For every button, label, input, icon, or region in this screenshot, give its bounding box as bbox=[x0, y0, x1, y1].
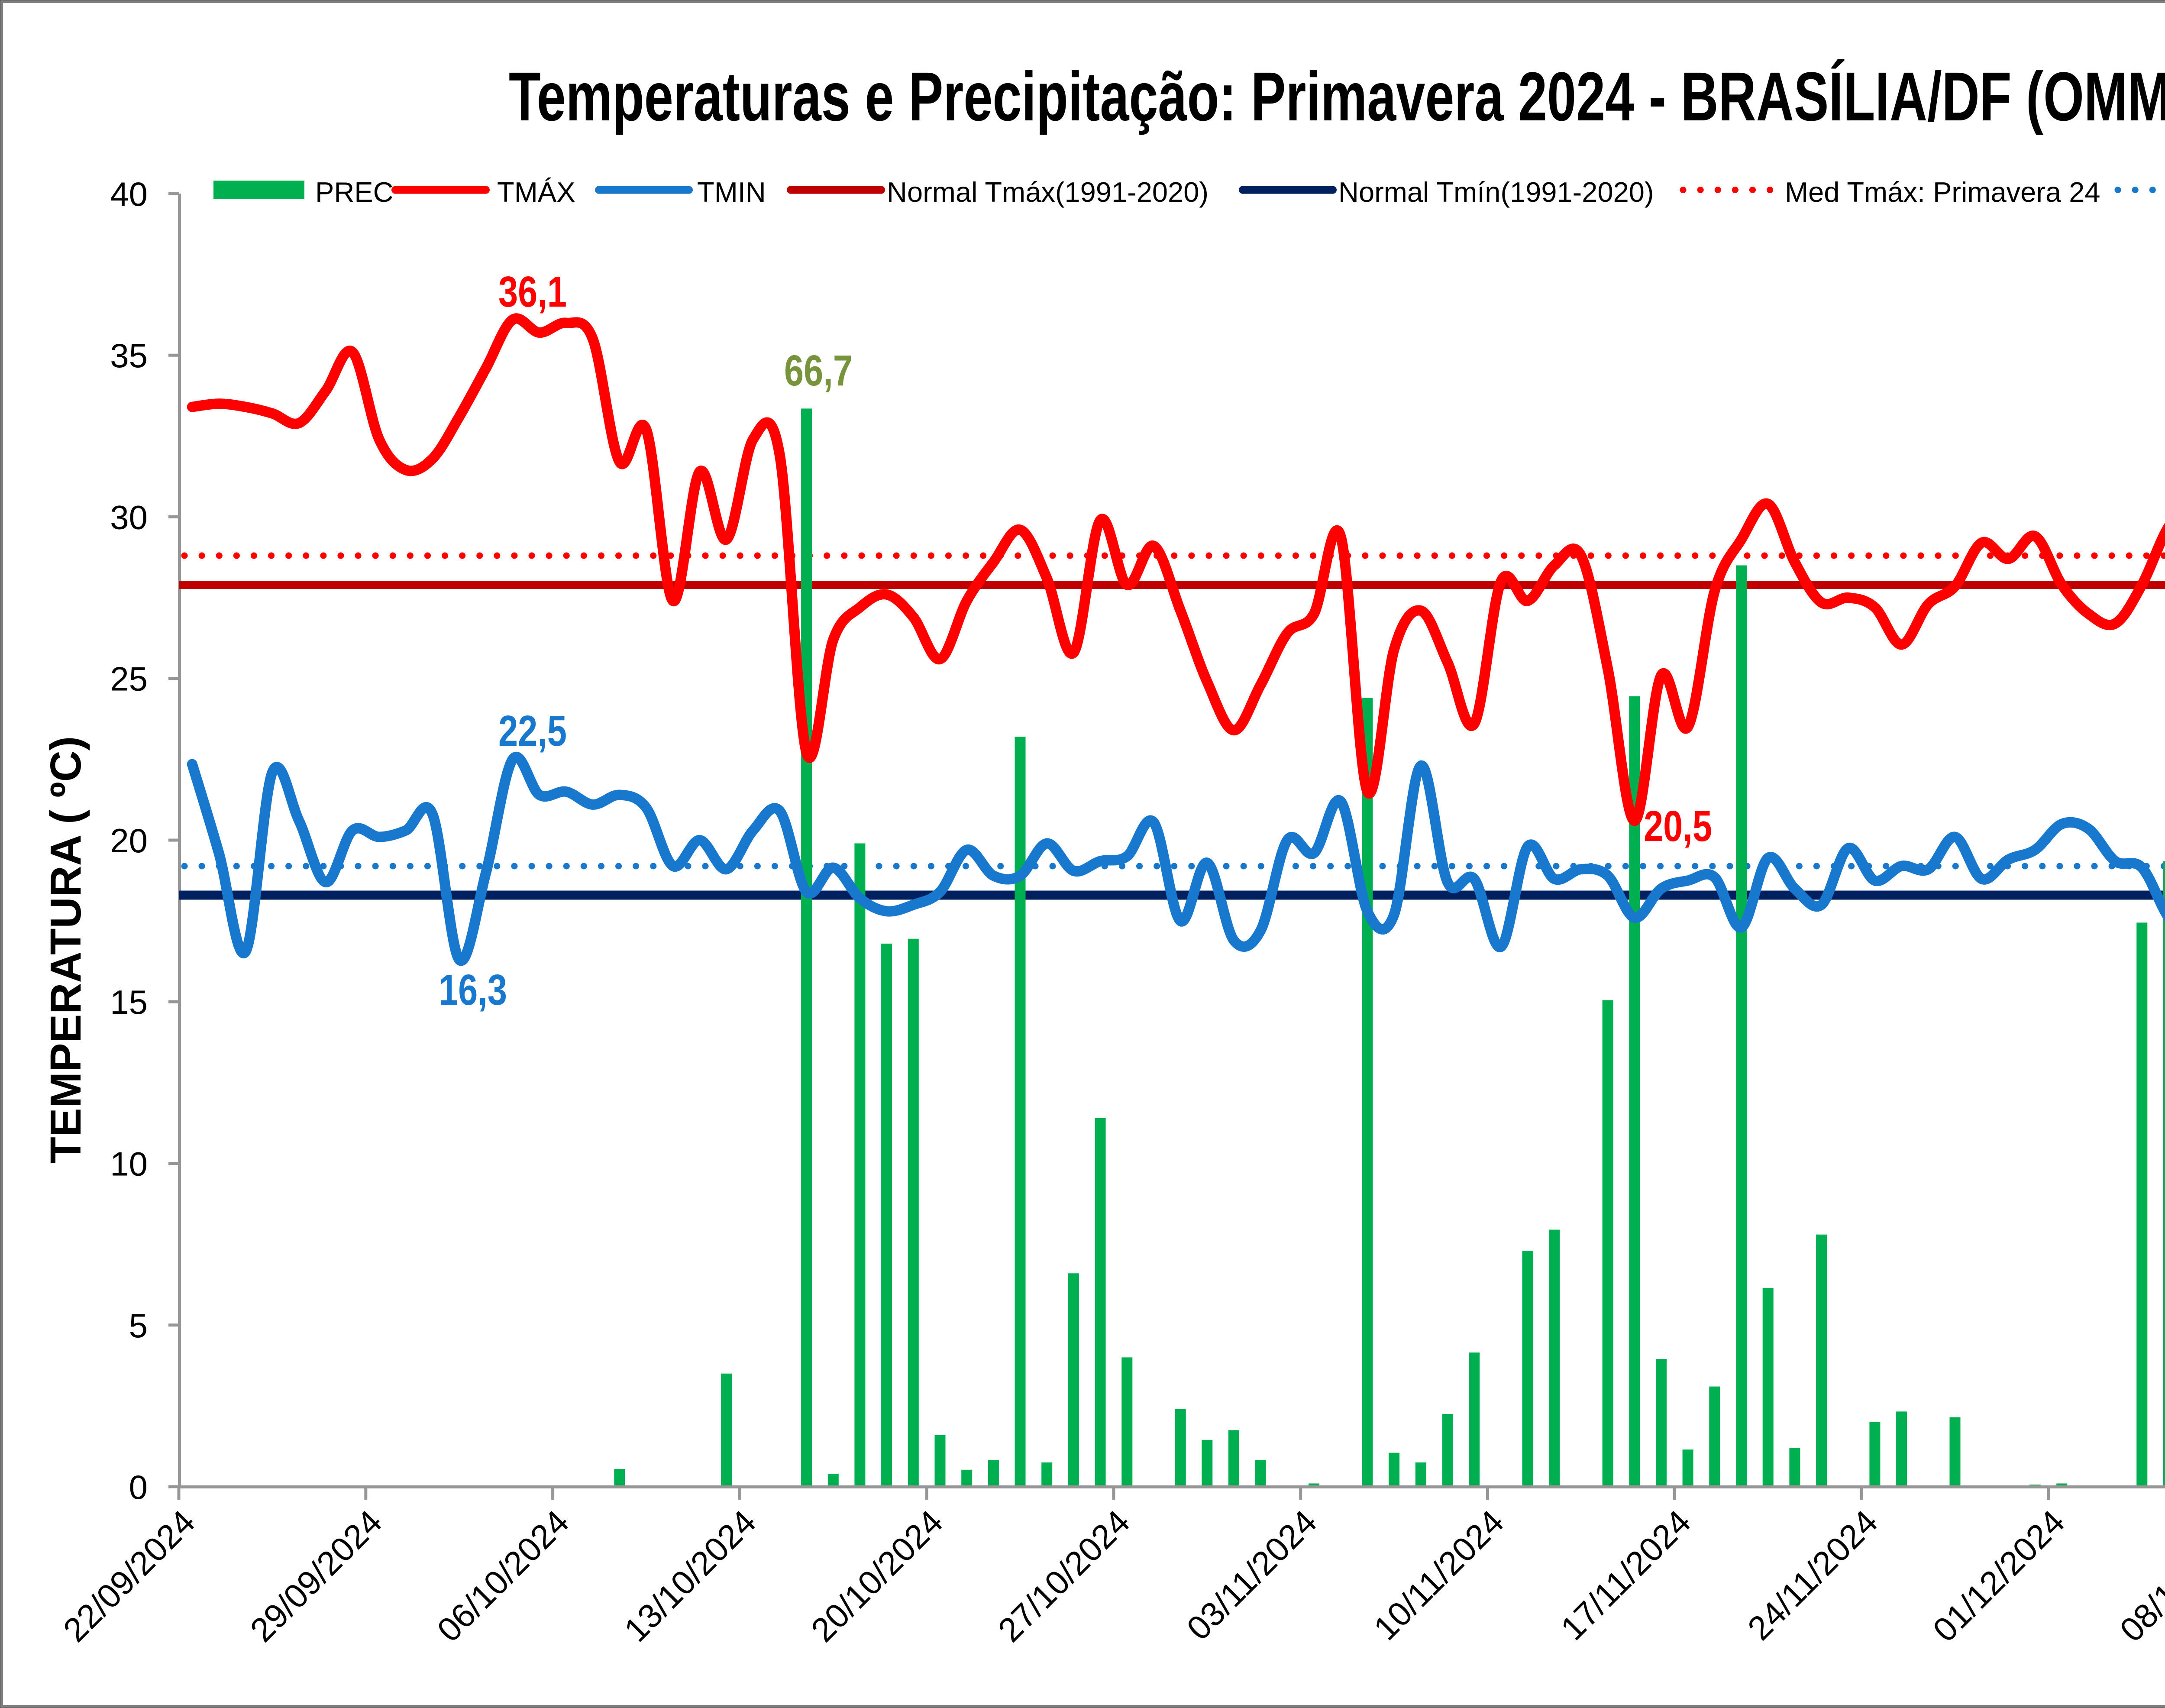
svg-text:30: 30 bbox=[110, 498, 148, 537]
svg-text:Normal Tmín(1991-2020): Normal Tmín(1991-2020) bbox=[1338, 176, 1654, 208]
svg-text:20,5: 20,5 bbox=[1644, 802, 1712, 851]
svg-text:TMÁX: TMÁX bbox=[497, 176, 575, 208]
svg-text:0: 0 bbox=[129, 1468, 148, 1506]
svg-text:35: 35 bbox=[110, 336, 148, 375]
svg-text:15: 15 bbox=[110, 983, 148, 1021]
svg-text:36,1: 36,1 bbox=[498, 268, 567, 316]
svg-text:16,3: 16,3 bbox=[439, 966, 507, 1014]
svg-text:Med Tmáx: Primavera 24: Med Tmáx: Primavera 24 bbox=[1785, 176, 2100, 208]
svg-text:PREC: PREC bbox=[315, 176, 394, 208]
svg-text:10: 10 bbox=[110, 1145, 148, 1183]
svg-text:5: 5 bbox=[129, 1307, 148, 1345]
svg-text:25: 25 bbox=[110, 660, 148, 698]
svg-text:TEMPERATURA ( ºC): TEMPERATURA ( ºC) bbox=[42, 736, 90, 1163]
svg-text:Temperaturas e Precipitação: P: Temperaturas e Precipitação: Primavera 2… bbox=[509, 58, 2165, 135]
svg-text:20: 20 bbox=[110, 822, 148, 860]
svg-text:TMIN: TMIN bbox=[697, 176, 766, 208]
svg-text:66,7: 66,7 bbox=[784, 346, 853, 395]
svg-text:Normal Tmáx(1991-2020): Normal Tmáx(1991-2020) bbox=[887, 176, 1209, 208]
svg-text:22,5: 22,5 bbox=[498, 707, 567, 755]
svg-text:40: 40 bbox=[110, 175, 148, 213]
